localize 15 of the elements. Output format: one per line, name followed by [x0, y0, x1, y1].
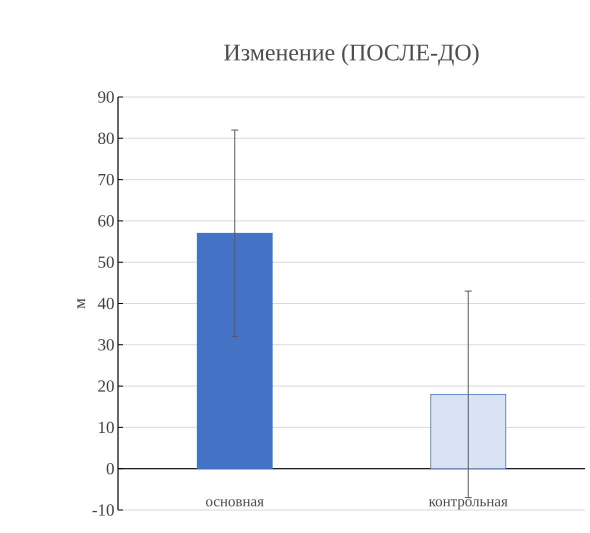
y-tick-label: 30	[98, 339, 114, 351]
y-tick-label: 50	[98, 256, 114, 268]
y-axis-title: м	[77, 298, 86, 308]
y-tick-label: 80	[98, 132, 114, 144]
x-tick-label: основная	[206, 499, 264, 506]
chart-title: Изменение (ПОСЛЕ-ДО)	[224, 44, 479, 66]
y-tick-label: 20	[98, 380, 114, 392]
y-tick-label: 60	[98, 215, 114, 227]
y-tick-label: 0	[106, 462, 114, 474]
y-tick-label: 40	[98, 298, 114, 310]
y-tick-label: 70	[98, 174, 114, 186]
x-tick-label: контрольная	[428, 499, 508, 510]
y-tick-label: 90	[98, 91, 114, 103]
y-tick-label: -10	[92, 504, 114, 516]
y-tick-label: 10	[99, 422, 114, 434]
